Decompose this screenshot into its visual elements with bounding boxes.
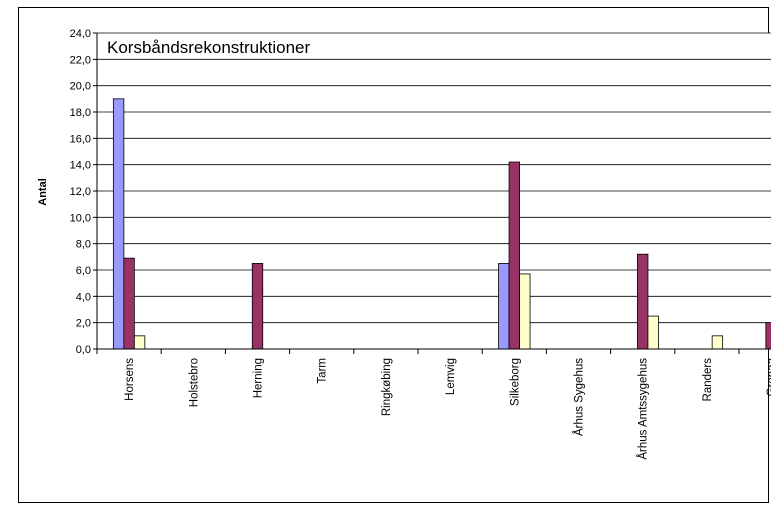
x-tick-label: Tarm [317, 358, 329, 384]
bar [519, 273, 531, 350]
y-tick-label: 24,0 [70, 28, 91, 40]
x-tick-label: Grenaa [766, 357, 771, 396]
y-tick-label: 6,0 [76, 265, 91, 277]
bar [498, 263, 510, 350]
y-tick-label: 18,0 [70, 107, 91, 119]
y-tick-label: 20,0 [70, 81, 91, 93]
y-tick-label: 14,0 [70, 160, 91, 172]
bar [133, 335, 146, 350]
y-tick-label: 8,0 [76, 239, 91, 251]
y-tick-label: 4,0 [76, 291, 91, 303]
y-tick-label: 12,0 [70, 186, 91, 198]
bar [637, 253, 649, 350]
y-tick-label: 16,0 [70, 133, 91, 145]
bar [647, 315, 659, 350]
bar [251, 263, 264, 350]
y-tick-label: 22,0 [70, 54, 91, 66]
y-tick-labels: 0,0 2,0 4,0 6,0 8,0 10,0 12,0 14,0 16,0 18,0 20,0 2… [70, 28, 91, 356]
x-tick-label: Randers [702, 358, 714, 402]
bar [711, 335, 724, 350]
bar [508, 161, 520, 350]
x-tick-label: Lemvig [445, 358, 457, 395]
y-tick-label: 10,0 [70, 212, 91, 224]
chart-title: Korsbåndsrekonstruktioner [107, 38, 311, 57]
x-tick-label: Århus Sygehus [573, 358, 586, 436]
x-tick-label: Holstebro [188, 358, 200, 407]
y-tick-label: 2,0 [76, 318, 91, 330]
gridlines [93, 32, 771, 354]
x-tick-label: Herning [253, 358, 265, 398]
axes [96, 33, 771, 350]
bar [765, 322, 771, 350]
x-tick-label: Århus Amtssygehus [637, 358, 650, 460]
y-tick-label: 0,0 [76, 344, 91, 356]
x-tick-label: Ringkøbing [381, 358, 393, 416]
bar [123, 257, 135, 350]
x-tick-label: Horsens [124, 358, 136, 401]
y-axis-title: Antal [37, 178, 49, 206]
x-tick-labels: Horsens Holstebro Herning Tarm Ringkøbing Lem… [124, 357, 771, 460]
bar [112, 98, 125, 350]
x-tick-label: Silkeborg [509, 358, 521, 406]
